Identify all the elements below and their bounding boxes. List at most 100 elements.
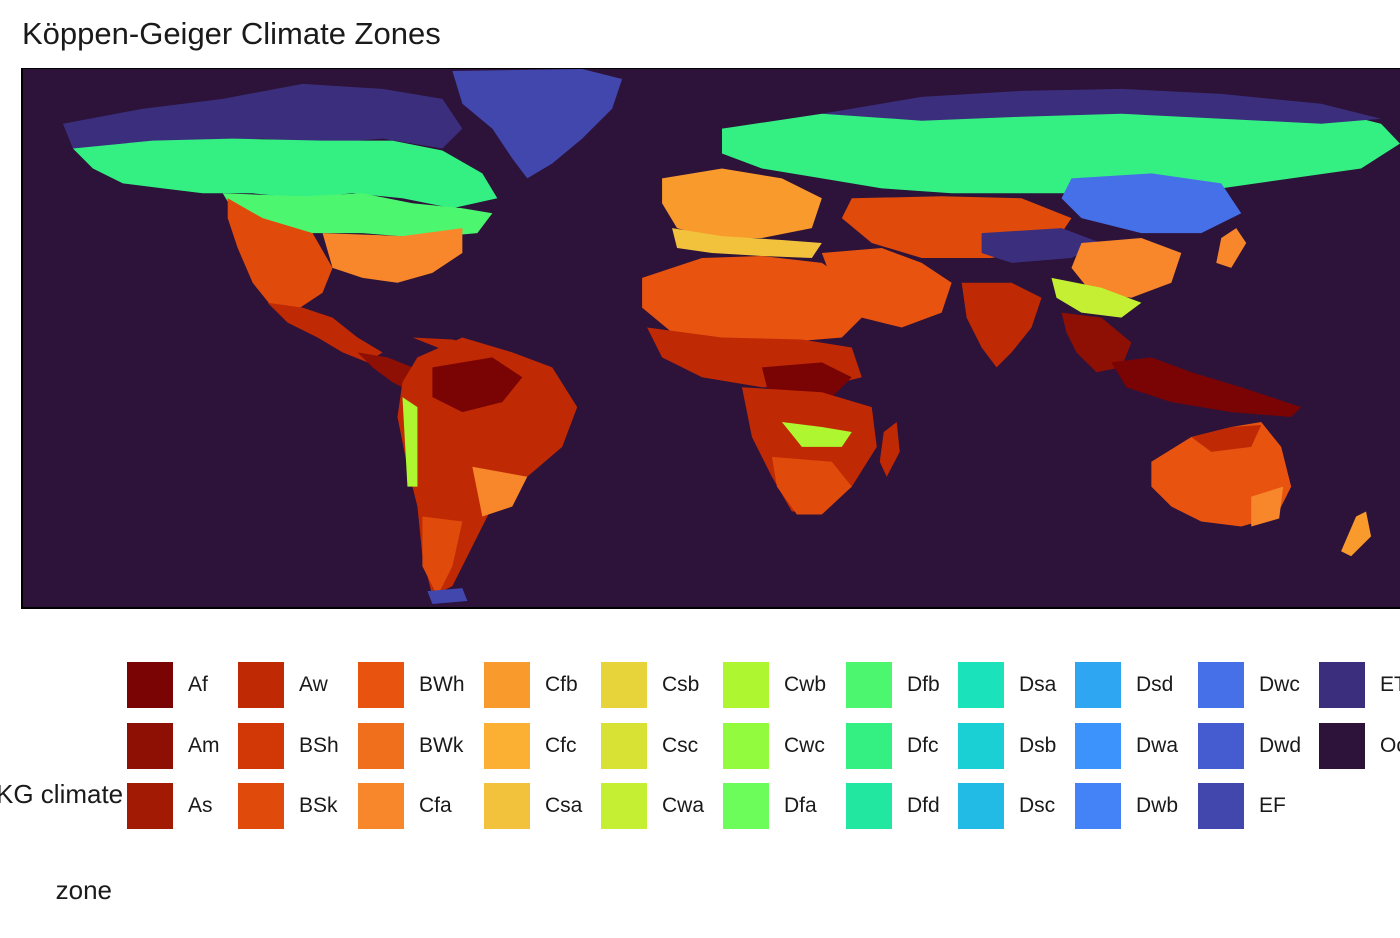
usa-west — [227, 198, 333, 313]
legend-swatch — [1198, 723, 1244, 769]
world-map-svg — [23, 69, 1400, 607]
australia-southeast — [1251, 486, 1284, 527]
legend-label: Csa — [545, 794, 583, 817]
southern-africa — [771, 456, 852, 515]
australia-north — [1191, 425, 1262, 452]
legend-swatch — [238, 723, 284, 769]
legend-title: KG climate zone — [0, 714, 124, 938]
legend-swatch — [1319, 662, 1365, 708]
legend-label: BSk — [299, 794, 338, 817]
andes — [402, 397, 418, 487]
legend-title-line1: KG climate — [0, 779, 124, 809]
legend-swatch — [958, 723, 1004, 769]
legend-swatch — [238, 662, 284, 708]
legend-swatch — [846, 783, 892, 829]
legend-label: ET — [1380, 673, 1400, 696]
legend-label: BWh — [419, 673, 465, 696]
legend-label: Dsd — [1136, 673, 1174, 696]
legend-label: Cwa — [662, 794, 705, 817]
arctic-canada — [62, 83, 463, 149]
legend-label: BWk — [419, 734, 464, 757]
legend-label: Dfd — [907, 794, 940, 817]
legend-label: Am — [188, 734, 220, 757]
legend-swatch — [846, 662, 892, 708]
legend-label: EF — [1259, 794, 1286, 817]
legend-swatch — [723, 662, 769, 708]
legend-swatch — [846, 723, 892, 769]
legend-swatch — [601, 723, 647, 769]
southeast-asia — [1061, 312, 1132, 373]
legend-label: BSh — [299, 734, 339, 757]
legend-label: Dsa — [1019, 673, 1057, 696]
greenland — [452, 69, 623, 179]
legend-label: Dwb — [1136, 794, 1179, 817]
legend-label: Dfc — [907, 734, 939, 757]
legend-title-line2: zone — [55, 875, 112, 905]
legend-swatch — [1075, 662, 1121, 708]
tibet — [981, 228, 1102, 263]
patagonia — [422, 516, 463, 597]
siberia-east — [1061, 173, 1242, 234]
usa-southeast — [322, 228, 463, 283]
antarctica-tip — [427, 588, 468, 605]
south-brazil — [472, 466, 528, 517]
legend-swatch — [601, 783, 647, 829]
legend-swatch — [1198, 662, 1244, 708]
legend-label: Cwb — [784, 673, 827, 696]
legend-swatch — [1198, 783, 1244, 829]
legend-swatch — [723, 723, 769, 769]
legend-label: Dfa — [784, 794, 817, 817]
indonesia — [1111, 357, 1302, 418]
legend-label: Dwa — [1136, 734, 1179, 757]
legend-label: Af — [188, 673, 208, 696]
legend-label: Dfb — [907, 673, 940, 696]
japan — [1216, 228, 1247, 268]
legend-swatch — [958, 783, 1004, 829]
legend-label: Cfa — [419, 794, 452, 817]
eurasia-tundra — [821, 88, 1382, 124]
madagascar — [879, 422, 900, 477]
legend-swatch — [601, 662, 647, 708]
legend-label: Csb — [662, 673, 700, 696]
legend-label: Dwd — [1259, 734, 1302, 757]
mexico — [267, 302, 383, 363]
legend-swatch — [484, 783, 530, 829]
legend-label: Dsc — [1019, 794, 1056, 817]
south-china — [1051, 277, 1142, 318]
legend-label: As — [188, 794, 213, 817]
africa-north — [642, 255, 862, 343]
legend-swatch — [1075, 723, 1121, 769]
africa-highland — [781, 422, 852, 447]
legend-swatch — [1319, 723, 1365, 769]
legend-label: Cfb — [545, 673, 578, 696]
legend-swatch — [127, 662, 173, 708]
mediterranean — [672, 228, 822, 258]
legend-swatch — [238, 783, 284, 829]
legend-swatch — [127, 783, 173, 829]
legend-swatch — [1075, 783, 1121, 829]
legend-label: Cwc — [784, 734, 825, 757]
amazon-rainforest — [432, 357, 523, 413]
legend-swatch — [484, 662, 530, 708]
legend-swatch — [358, 723, 404, 769]
legend-label: Ocean — [1380, 734, 1400, 757]
legend-swatch — [358, 783, 404, 829]
legend-label: Csc — [662, 734, 699, 757]
legend-swatch — [127, 723, 173, 769]
legend-swatch — [358, 662, 404, 708]
new-zealand — [1341, 511, 1372, 557]
legend-swatch — [723, 783, 769, 829]
legend-label: Dsb — [1019, 734, 1057, 757]
india — [961, 282, 1042, 368]
east-china — [1071, 238, 1182, 298]
legend-swatch — [484, 723, 530, 769]
legend-label: Cfc — [545, 734, 577, 757]
north-america-boreal — [72, 138, 498, 209]
europe — [662, 168, 822, 239]
map-title: Köppen-Geiger Climate Zones — [22, 16, 441, 51]
eurasia-boreal — [721, 93, 1400, 199]
legend-label: Dwc — [1259, 673, 1300, 696]
legend-swatch — [958, 662, 1004, 708]
climate-map — [21, 68, 1400, 609]
legend-label: Aw — [299, 673, 328, 696]
